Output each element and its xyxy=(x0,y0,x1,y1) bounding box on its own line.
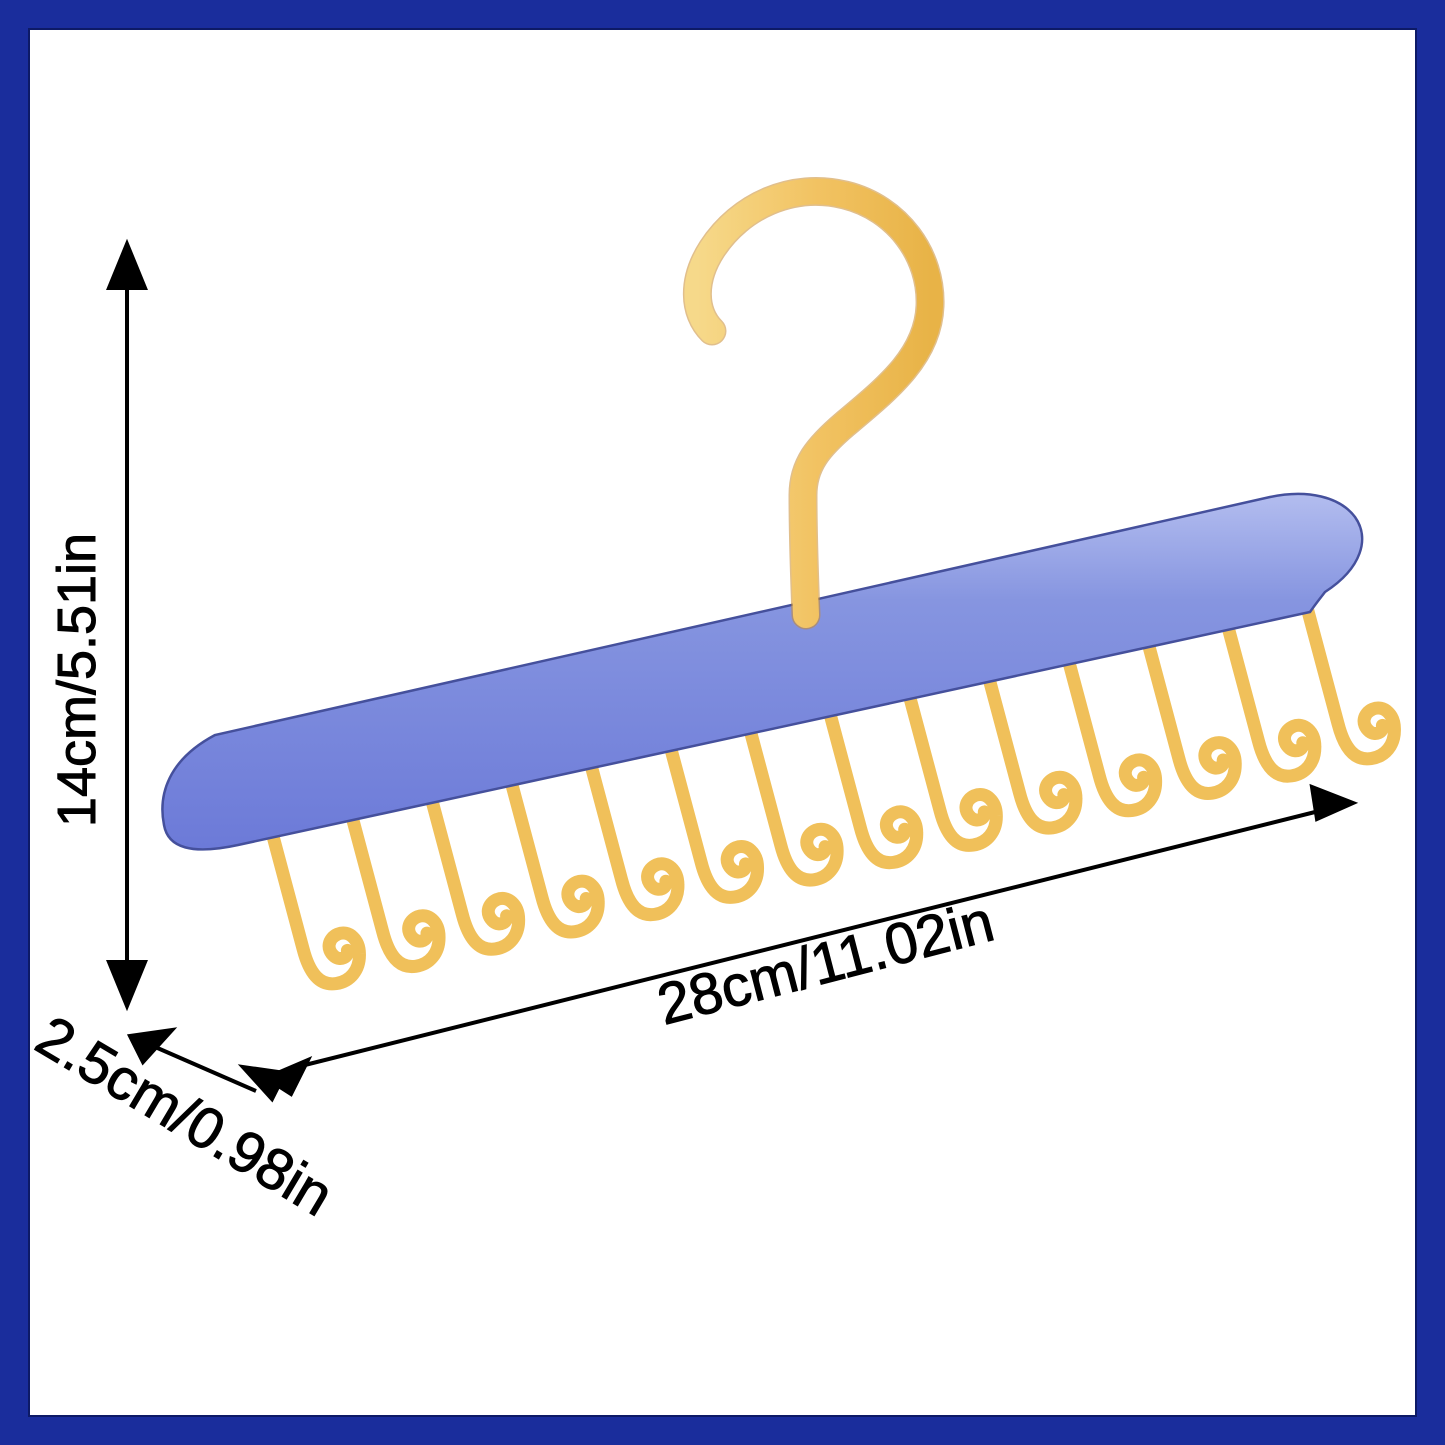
svg-text:2.5cm/0.98in: 2.5cm/0.98in xyxy=(25,1003,344,1228)
svg-text:28cm/11.02in: 28cm/11.02in xyxy=(651,889,1000,1038)
svg-text:14cm/5.51in: 14cm/5.51in xyxy=(47,533,107,827)
